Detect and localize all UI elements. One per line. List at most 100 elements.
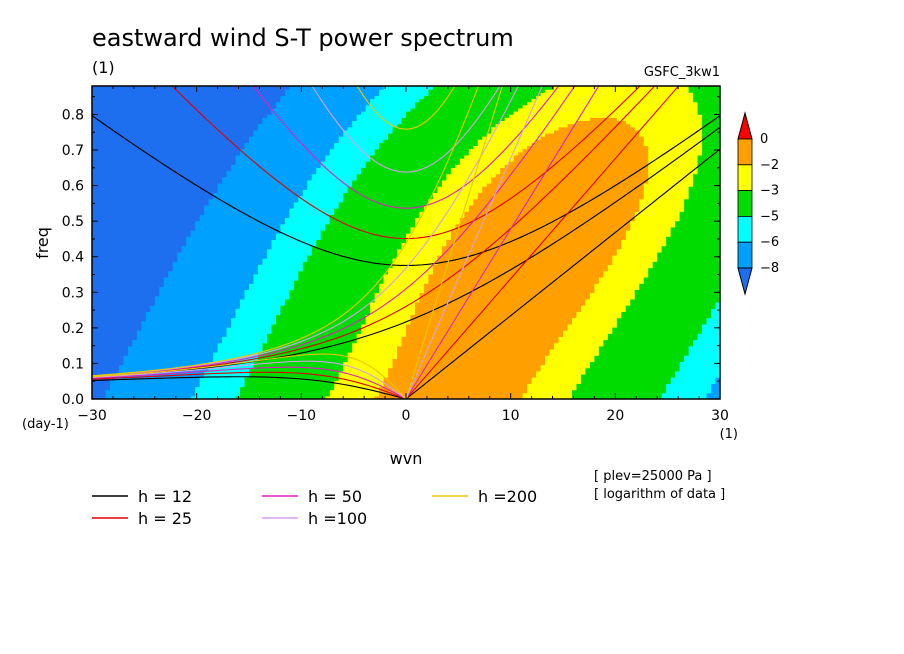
field-cell (249, 258, 255, 262)
field-cell (114, 167, 120, 172)
field-cell (105, 192, 111, 197)
field-cell (150, 223, 156, 228)
field-cell (217, 214, 223, 219)
field-cell (249, 276, 255, 281)
field-cell (154, 208, 160, 212)
field-cell (159, 345, 165, 350)
field-cell (136, 192, 142, 197)
field-cell (168, 261, 174, 266)
field-cell (213, 154, 219, 159)
field-cell (190, 92, 196, 96)
field-cell (177, 95, 183, 100)
field-cell (240, 167, 246, 172)
field-cell (105, 164, 111, 168)
field-cell (186, 395, 192, 399)
field-cell (136, 145, 142, 150)
field-cell (186, 211, 192, 215)
field-cell (105, 276, 111, 281)
field-cell (190, 336, 196, 341)
field-cell (141, 283, 147, 287)
field-cell (240, 323, 246, 328)
field-cell (195, 380, 201, 384)
field-cell (127, 364, 133, 369)
field-cell (213, 386, 219, 391)
field-cell (195, 320, 201, 325)
field-cell (168, 255, 174, 259)
field-cell (145, 161, 151, 165)
field-cell (249, 248, 255, 253)
field-cell (163, 339, 169, 344)
field-cell (195, 273, 201, 278)
field-cell (181, 292, 187, 297)
field-cell (244, 208, 250, 212)
field-cell (159, 229, 165, 234)
field-cell (100, 107, 107, 112)
field-cell (249, 345, 255, 350)
field-cell (208, 189, 214, 194)
field-cell (249, 114, 255, 118)
field-cell (105, 317, 111, 322)
field-cell (123, 120, 129, 125)
field-cell (253, 305, 259, 309)
field-cell (100, 395, 107, 399)
field-cell (213, 173, 219, 178)
field-cell (92, 95, 98, 100)
field-cell (177, 107, 183, 112)
field-cell (186, 189, 192, 194)
field-cell (163, 380, 169, 384)
field-cell (145, 214, 151, 219)
field-cell (213, 167, 219, 172)
field-cell (127, 236, 133, 240)
field-cell (226, 314, 232, 319)
field-cell (127, 164, 133, 168)
field-cell (163, 107, 169, 112)
field-cell (100, 176, 107, 181)
field-cell (132, 92, 138, 96)
field-cell (190, 164, 196, 168)
field-cell (163, 289, 169, 294)
field-cell (195, 220, 201, 225)
field-cell (172, 154, 178, 159)
field-cell (249, 139, 255, 143)
field-cell (244, 233, 250, 237)
field-cell (114, 136, 120, 140)
field-cell (100, 195, 107, 200)
field-cell (92, 104, 98, 109)
field-cell (132, 389, 138, 394)
field-cell (195, 342, 201, 347)
field-cell (114, 123, 120, 128)
field-cell (208, 333, 214, 337)
field-cell (96, 98, 102, 103)
field-cell (190, 229, 196, 234)
field-cell (109, 189, 116, 194)
field-cell (222, 323, 228, 328)
field-cell (123, 226, 129, 231)
field-cell (163, 223, 169, 228)
field-cell (168, 86, 174, 90)
field-cell (222, 233, 228, 237)
field-cell (195, 395, 201, 399)
field-cell (226, 148, 232, 153)
field-cell (96, 107, 102, 112)
field-cell (159, 179, 165, 184)
field-cell (190, 136, 196, 140)
field-cell (217, 323, 223, 328)
field-cell (105, 323, 111, 328)
field-cell (253, 142, 259, 147)
field-cell (231, 101, 237, 106)
field-cell (213, 264, 219, 269)
field-cell (244, 330, 250, 334)
field-cell (240, 339, 246, 344)
field-cell (213, 389, 219, 394)
field-cell (257, 107, 264, 112)
field-cell (199, 320, 205, 325)
field-cell (114, 361, 120, 366)
field-cell (226, 154, 232, 159)
field-cell (244, 189, 250, 194)
field-cell (226, 226, 232, 231)
field-cell (257, 292, 264, 297)
field-cell (195, 236, 201, 240)
field-cell (136, 114, 142, 118)
field-cell (172, 251, 178, 256)
field-cell (136, 345, 142, 350)
